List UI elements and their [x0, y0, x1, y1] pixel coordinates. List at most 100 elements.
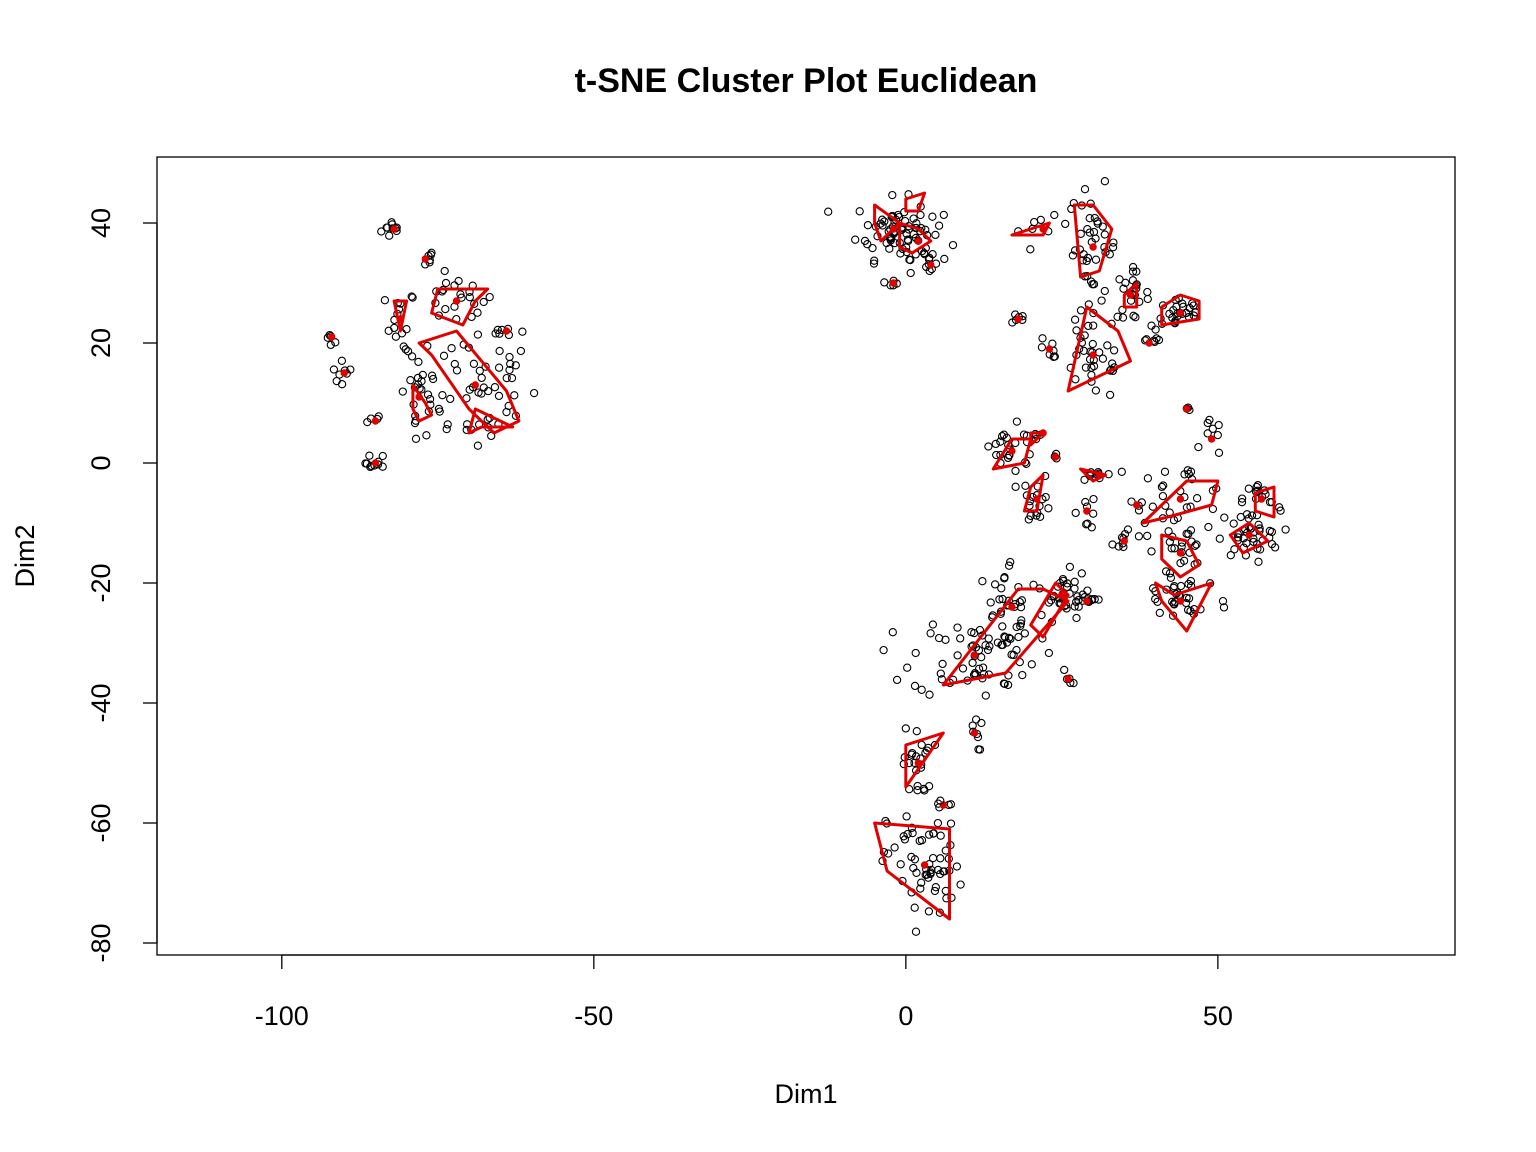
data-point	[946, 800, 956, 809]
data-point	[948, 240, 958, 250]
data-point	[1161, 567, 1171, 576]
cluster-hull	[411, 383, 434, 423]
data-point	[996, 437, 1005, 446]
cluster-hull	[873, 821, 951, 921]
data-point	[477, 373, 486, 383]
data-point	[824, 207, 833, 216]
data-point	[952, 862, 962, 871]
data-point	[1154, 335, 1164, 345]
data-point	[474, 388, 483, 397]
data-point	[1090, 213, 1099, 223]
data-point	[518, 327, 527, 336]
data-point	[428, 374, 438, 384]
data-point	[879, 645, 888, 655]
data-point	[1017, 616, 1026, 625]
data-point	[1086, 277, 1096, 286]
data-point	[938, 659, 947, 669]
data-point	[387, 218, 396, 227]
data-point	[1016, 603, 1026, 612]
data-point	[426, 250, 436, 259]
data-point	[422, 431, 431, 440]
data-point	[887, 212, 896, 222]
data-point	[406, 376, 415, 385]
data-point	[892, 675, 902, 685]
data-point	[886, 236, 895, 245]
data-point	[1132, 267, 1141, 276]
data-point	[1233, 533, 1243, 542]
data-point	[913, 786, 922, 795]
x-tick-label: -100	[255, 1001, 309, 1031]
data-point	[1074, 602, 1083, 611]
y-tick-label: 20	[86, 328, 116, 358]
data-point	[1061, 219, 1070, 229]
data-point	[1208, 424, 1217, 433]
data-point	[1128, 267, 1138, 276]
data-point	[905, 255, 914, 264]
chart-title: t-SNE Cluster Plot Euclidean	[575, 62, 1038, 100]
data-point	[1081, 363, 1091, 372]
data-point	[1083, 519, 1092, 528]
data-point	[1083, 253, 1093, 263]
data-point	[974, 664, 984, 673]
data-point	[1085, 214, 1094, 223]
data-point	[1157, 482, 1167, 492]
cluster-marker	[1051, 453, 1060, 461]
y-axis: -80 -60 -40 -20 0 20 40	[86, 208, 158, 963]
data-point	[910, 681, 920, 691]
cluster-marker	[1045, 345, 1054, 353]
data-point	[1190, 541, 1200, 550]
data-point	[983, 645, 993, 655]
data-point	[926, 629, 935, 638]
data-point	[442, 424, 451, 434]
data-point	[484, 386, 493, 396]
data-point	[882, 238, 891, 248]
data-point	[506, 359, 515, 369]
data-point	[1186, 467, 1196, 476]
data-point	[378, 451, 387, 461]
cluster-marker	[1133, 501, 1141, 509]
data-point	[479, 297, 488, 307]
data-point	[924, 873, 933, 882]
points-layer	[323, 177, 1290, 936]
data-point	[1090, 595, 1099, 604]
data-point	[439, 351, 449, 360]
data-point	[1148, 502, 1157, 511]
data-point	[968, 721, 977, 730]
data-point	[1203, 429, 1212, 438]
cluster-hull	[1079, 467, 1107, 483]
data-point	[1091, 386, 1101, 395]
data-point	[978, 631, 987, 640]
y-tick-label: 0	[86, 455, 116, 470]
data-point	[1065, 562, 1075, 572]
cluster-marker	[1083, 507, 1091, 515]
data-point	[1000, 679, 1009, 689]
data-point	[511, 361, 520, 370]
data-point	[1164, 527, 1173, 536]
x-axis-label: Dim1	[774, 1079, 837, 1109]
data-point	[399, 342, 408, 351]
plot-area	[323, 177, 1290, 936]
cluster-hull	[873, 203, 902, 243]
data-point	[1170, 582, 1179, 591]
cluster-hull	[1253, 485, 1276, 519]
data-point	[978, 663, 988, 672]
data-point	[1027, 660, 1036, 669]
data-point	[1134, 532, 1144, 541]
data-point	[473, 308, 482, 317]
data-point	[473, 441, 483, 450]
data-point	[1026, 245, 1035, 254]
data-point	[901, 724, 910, 733]
data-point	[997, 432, 1007, 441]
y-tick-label: -60	[86, 803, 116, 842]
data-point	[447, 344, 456, 353]
data-point	[909, 214, 918, 223]
cluster-marker	[889, 279, 898, 287]
data-point	[934, 221, 944, 230]
data-point	[878, 215, 887, 224]
cluster-marker	[1176, 549, 1185, 557]
cluster-hull	[1228, 521, 1270, 555]
data-point	[398, 387, 407, 396]
data-point	[382, 223, 391, 232]
data-point	[974, 646, 984, 655]
data-point	[1044, 648, 1054, 658]
